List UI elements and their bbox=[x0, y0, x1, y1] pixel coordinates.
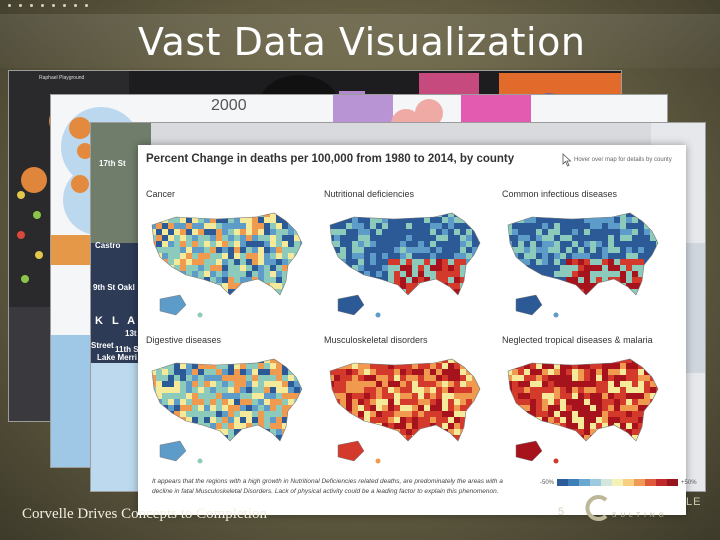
year-label: 2000 bbox=[211, 97, 247, 114]
playground-label: Raphael Playground bbox=[39, 75, 85, 81]
map-panel[interactable]: Musculoskeletal disorders bbox=[324, 335, 494, 475]
slide-footer: Corvelle Drives Concepts to Completion bbox=[22, 506, 267, 522]
map-panel[interactable]: Common infectious diseases bbox=[502, 189, 672, 329]
map-panel-label: Musculoskeletal disorders bbox=[324, 335, 428, 345]
page-number: 5 bbox=[558, 506, 565, 518]
legend-min: -50% bbox=[540, 479, 555, 486]
legend-swatch bbox=[634, 479, 646, 486]
us-county-map[interactable] bbox=[324, 349, 494, 475]
county-mortality-figure: Percent Change in deaths per 100,000 fro… bbox=[138, 145, 697, 515]
map-panel-label: Common infectious diseases bbox=[502, 189, 618, 199]
title-bar bbox=[0, 14, 720, 68]
legend-swatch bbox=[645, 479, 657, 486]
company-logo: LE SULTING bbox=[582, 490, 712, 526]
legend-swatch bbox=[601, 479, 613, 486]
legend-color-bar bbox=[557, 479, 679, 486]
street-label: K L A bbox=[95, 315, 139, 327]
logo-text: LE bbox=[686, 496, 702, 508]
street-label: Castro bbox=[95, 241, 121, 250]
street-label: Street bbox=[91, 341, 114, 350]
map-panel[interactable]: Digestive diseases bbox=[146, 335, 316, 475]
legend-swatch bbox=[557, 479, 569, 486]
legend-swatch bbox=[612, 479, 624, 486]
street-label: 17th St bbox=[99, 159, 126, 168]
logo-subtitle: SULTING bbox=[612, 512, 668, 519]
hover-hint: Hover over map for details by county bbox=[574, 157, 672, 163]
us-county-map[interactable] bbox=[324, 203, 494, 329]
color-legend: -50% +50% bbox=[540, 479, 697, 486]
map-panel[interactable]: Cancer bbox=[146, 189, 316, 329]
slide-title: Vast Data Visualization Choice bbox=[138, 20, 586, 112]
map-panel-label: Neglected tropical diseases & malaria bbox=[502, 335, 653, 345]
street-label: 9th St Oakl bbox=[93, 283, 135, 292]
us-county-map[interactable] bbox=[146, 349, 316, 475]
us-county-map[interactable] bbox=[146, 203, 316, 329]
pointer-cursor-icon bbox=[562, 153, 572, 167]
legend-swatch bbox=[623, 479, 635, 486]
map-panel[interactable]: Neglected tropical diseases & malaria bbox=[502, 335, 672, 475]
decorative-dots bbox=[8, 4, 88, 7]
map-panel-label: Digestive diseases bbox=[146, 335, 222, 345]
figure-note: It appears that the regions with a high … bbox=[152, 478, 503, 495]
street-label: 13t bbox=[125, 329, 137, 338]
map-panel-label: Nutritional deficiencies bbox=[324, 189, 415, 199]
street-label: Lake Merri bbox=[97, 353, 138, 362]
legend-swatch bbox=[590, 479, 602, 486]
us-county-map[interactable] bbox=[502, 349, 672, 475]
legend-swatch bbox=[579, 479, 591, 486]
map-panel-label: Cancer bbox=[146, 189, 176, 199]
legend-swatch bbox=[667, 479, 679, 486]
us-county-map[interactable] bbox=[502, 203, 672, 329]
legend-max: +50% bbox=[681, 479, 697, 486]
street-label: 11th Street bbox=[115, 345, 156, 354]
legend-swatch bbox=[656, 479, 668, 486]
map-panel[interactable]: Nutritional deficiencies bbox=[324, 189, 494, 329]
figure-title: Percent Change in deaths per 100,000 fro… bbox=[146, 153, 515, 165]
legend-swatch bbox=[568, 479, 580, 486]
logo-mark-icon bbox=[585, 495, 608, 521]
